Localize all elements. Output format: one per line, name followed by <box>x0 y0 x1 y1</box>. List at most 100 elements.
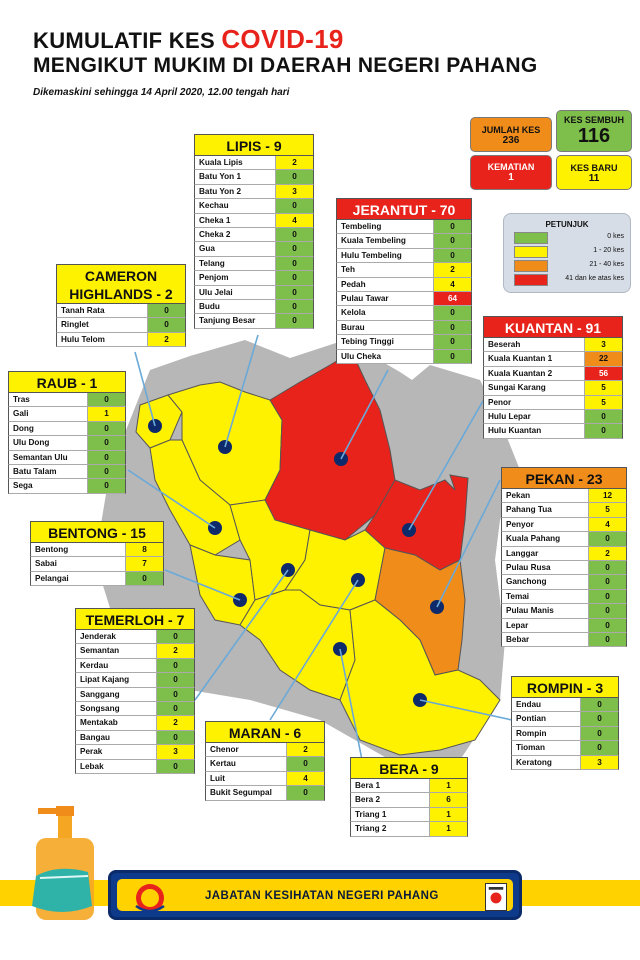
case-count: 0 <box>156 687 194 701</box>
table-kuantan: KUANTAN - 91 Beserah 3 Kuala Kuantan 1 22 Ku… <box>483 316 623 439</box>
table-row: Bentong 8 <box>30 543 164 558</box>
mukim-name: Kuala Kuantan 2 <box>488 368 553 378</box>
table-row: Kechau 0 <box>194 199 314 214</box>
table-row: Bera 1 1 <box>350 779 468 794</box>
jumlah-kes-label: JUMLAH KES <box>481 125 541 135</box>
mukim-name: Triang 2 <box>355 824 387 834</box>
table-jerantut: JERANTUT - 70 Tembeling 0 Kuala Tembeling 0… <box>336 198 472 364</box>
table-title: RAUB - 1 <box>8 371 126 393</box>
table-row: Kuala Kuantan 2 56 <box>483 366 623 382</box>
table-row: Kertau 0 <box>205 757 325 772</box>
case-count: 4 <box>275 213 313 227</box>
mukim-name: Temai <box>506 591 530 601</box>
mukim-name: Tembeling <box>341 222 382 231</box>
table-row: Sungai Karang 5 <box>483 381 623 396</box>
mukim-name: Beserah <box>488 340 521 349</box>
case-count: 0 <box>588 618 626 632</box>
kematian-label: KEMATIAN <box>487 162 535 172</box>
mukim-name: Sega <box>13 481 33 491</box>
mukim-name: Langgar <box>506 548 539 558</box>
kematian-box: KEMATIAN 1 <box>470 155 552 190</box>
case-count: 0 <box>588 575 626 589</box>
table-row: Keratong 3 <box>511 755 619 770</box>
case-count: 0 <box>580 741 618 755</box>
mukim-name: Keratong <box>516 757 552 767</box>
case-count: 0 <box>275 242 313 256</box>
case-count: 0 <box>584 409 622 424</box>
case-count: 6 <box>429 793 467 807</box>
table-row: Endau 0 <box>511 698 619 713</box>
case-count: 3 <box>584 338 622 352</box>
case-count: 5 <box>588 503 626 517</box>
line-kuantan <box>408 379 496 531</box>
case-count: 0 <box>156 730 194 745</box>
case-count: 0 <box>87 450 125 464</box>
mukim-name: Pulau Rusa <box>506 562 551 572</box>
mukim-name: Ulu Jelai <box>199 287 233 297</box>
table-row: Ulu Jelai 0 <box>194 285 314 300</box>
case-count: 2 <box>156 644 194 658</box>
case-count: 2 <box>286 743 324 757</box>
case-count: 0 <box>580 698 618 712</box>
mukim-name: Cheka 2 <box>199 229 231 239</box>
table-row: Semantan Ulu 0 <box>8 450 126 465</box>
case-count: 0 <box>286 786 324 800</box>
case-count: 0 <box>147 304 185 318</box>
table-row: Bera 2 6 <box>350 793 468 808</box>
table-row: Penor 5 <box>483 395 623 410</box>
case-count: 0 <box>156 673 194 687</box>
case-count: 0 <box>156 658 194 673</box>
mukim-name: Songsang <box>80 703 120 713</box>
table-title: LIPIS - 9 <box>194 134 314 156</box>
mukim-name: Batu Yon 2 <box>199 186 242 196</box>
page-title-line2: MENGIKUT MUKIM DI DAERAH NEGERI PAHANG <box>33 54 538 77</box>
table-bentong: BENTONG - 15 Bentong 8 Sabai 7 Pelangai 0 <box>30 521 164 587</box>
case-count: 64 <box>433 291 471 306</box>
mukim-name: Sungai Karang <box>488 383 546 393</box>
mukim-name: Tras <box>13 395 30 404</box>
case-count: 0 <box>275 299 313 314</box>
mukim-name: Ulu Dong <box>13 438 50 448</box>
table-title: MARAN - 6 <box>205 721 325 743</box>
case-count: 2 <box>147 332 185 347</box>
mukim-name: Kuala Lipis <box>199 158 243 167</box>
case-count: 0 <box>147 318 185 332</box>
table-row: Bukit Segumpal 0 <box>205 786 325 801</box>
line-maran <box>269 579 359 721</box>
title-line1: CAMERON <box>84 268 158 284</box>
table-row: Rompin 0 <box>511 726 619 742</box>
mukim-name: Pahang Tua <box>506 505 552 515</box>
table-title: TEMERLOH - 7 <box>75 608 195 630</box>
table-row: Pedah 4 <box>336 277 472 292</box>
line-bera <box>339 648 363 761</box>
table-row: Cheka 1 4 <box>194 213 314 228</box>
mukim-name: Ringlet <box>61 320 89 330</box>
case-count: 0 <box>87 479 125 493</box>
case-count: 0 <box>433 349 471 363</box>
mukim-name: Semantan Ulu <box>13 452 68 462</box>
table-row: Hulu Tembeling 0 <box>336 248 472 264</box>
case-count: 56 <box>584 366 622 381</box>
case-count: 2 <box>588 546 626 560</box>
table-row: Perak 3 <box>75 745 195 760</box>
case-count: 4 <box>588 517 626 532</box>
table-row: Kuala Kuantan 1 22 <box>483 352 623 367</box>
case-count: 0 <box>584 424 622 438</box>
table-title: BENTONG - 15 <box>30 521 164 543</box>
case-count: 1 <box>429 822 467 836</box>
kes-baru-value: 11 <box>588 173 600 184</box>
case-count: 0 <box>87 436 125 450</box>
table-row: Batu Talam 0 <box>8 464 126 480</box>
mukim-name: Telang <box>199 258 225 268</box>
table-row: Hulu Kuantan 0 <box>483 424 623 439</box>
mukim-name: Bangau <box>80 732 111 742</box>
mukim-name: Teh <box>341 265 355 275</box>
legend-item: 41 dan ke atas kes <box>514 274 626 286</box>
table-row: Sega 0 <box>8 479 126 494</box>
mukim-name: Tanah Rata <box>61 306 105 315</box>
legend-title: PETUNJUK <box>545 220 589 229</box>
case-count: 3 <box>580 755 618 769</box>
line-cameron <box>134 351 156 427</box>
line-lipis <box>224 334 259 448</box>
table-row: Kuala Pahang 0 <box>501 532 627 547</box>
